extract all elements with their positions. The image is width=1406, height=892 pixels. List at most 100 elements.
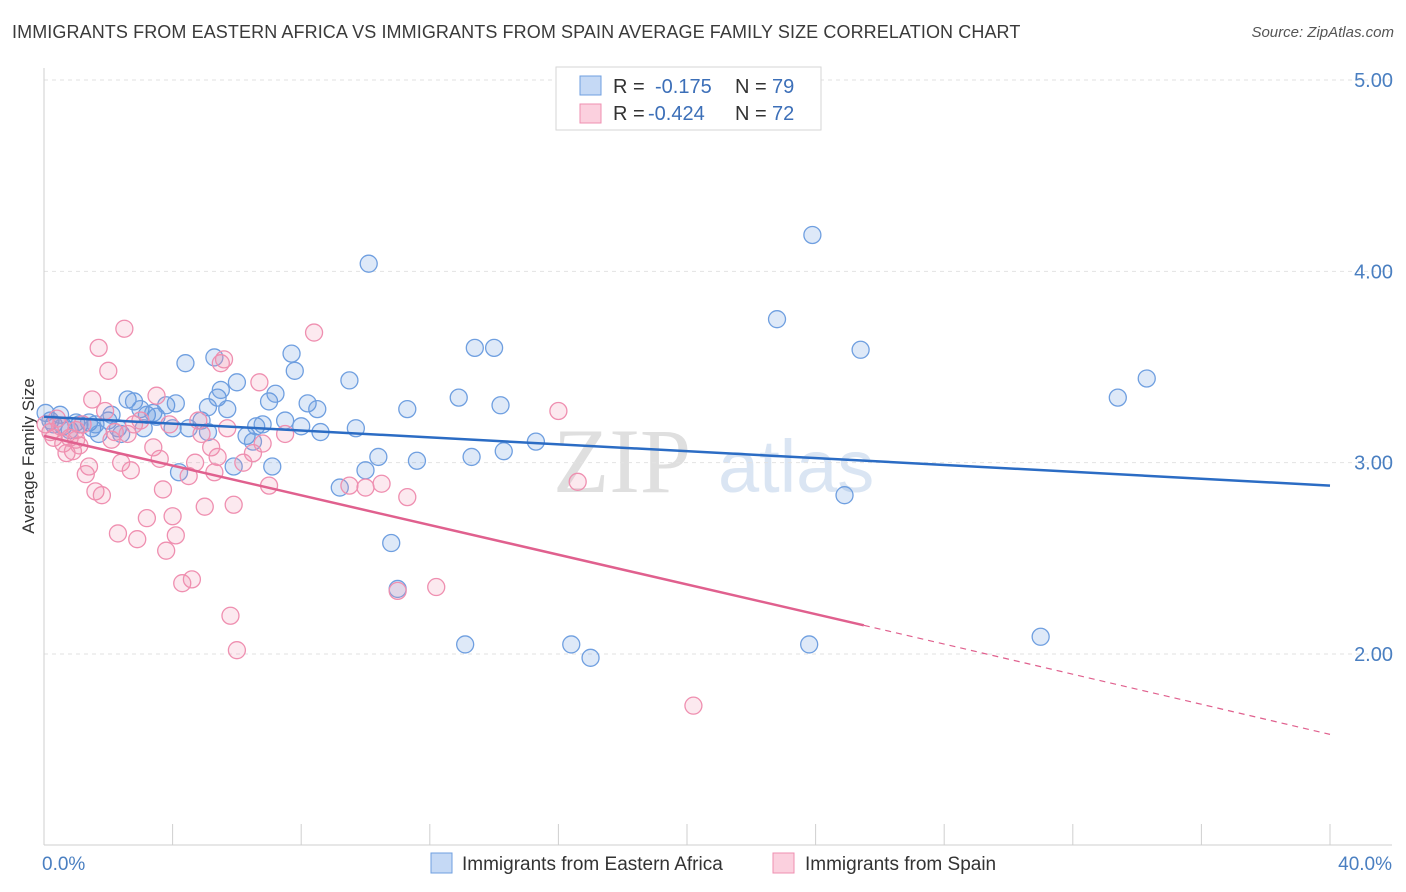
eastern-africa-point <box>398 399 417 419</box>
spain-point <box>205 463 224 482</box>
spain-point <box>195 497 214 516</box>
legend-r-value-1: -0.175 <box>655 76 712 98</box>
trend-line-spain-extension <box>863 624 1331 735</box>
grid-lines <box>44 79 1392 655</box>
eastern-africa-point <box>369 447 388 467</box>
eastern-africa-point <box>835 486 854 505</box>
spain-point <box>99 361 118 380</box>
spain-point <box>147 386 166 405</box>
spain-point <box>95 401 115 421</box>
spain-point <box>224 495 243 514</box>
eastern-africa-point <box>803 225 822 245</box>
eastern-africa-point <box>800 635 819 654</box>
eastern-africa-point <box>253 415 272 434</box>
spain-point <box>227 641 247 660</box>
watermark: ZIP atlas <box>553 410 874 512</box>
spain-point <box>89 338 108 358</box>
eastern-africa-point <box>224 457 243 476</box>
x-tick-label-max: 40.0% <box>1338 854 1392 875</box>
eastern-africa-point <box>1108 388 1127 407</box>
eastern-africa-point <box>211 380 230 400</box>
eastern-africa-point <box>382 533 401 553</box>
y-axis-label: Average Family Size <box>19 378 38 534</box>
spain-point <box>118 424 137 444</box>
eastern-africa-point <box>298 394 317 413</box>
spain-point <box>128 530 147 549</box>
source-credit: Source: ZipAtlas.com <box>1251 24 1394 41</box>
eastern-africa-point <box>176 354 195 373</box>
eastern-africa-point <box>263 457 282 476</box>
bottom-legend-swatch-eastern-africa <box>430 852 453 874</box>
spain-point <box>202 438 221 457</box>
eastern-africa-point <box>1137 369 1156 388</box>
spain-point <box>253 434 272 453</box>
y-tick-label: 2.00 <box>1354 644 1393 666</box>
spain-point <box>115 319 134 338</box>
eastern-africa-point <box>198 398 218 417</box>
spain-point <box>398 487 417 507</box>
spain-point <box>356 478 375 497</box>
legend-n-value-2: 72 <box>772 103 794 125</box>
series-legend: Immigrants from Eastern Africa Immigrant… <box>430 852 996 875</box>
spain-point <box>427 577 446 597</box>
bottom-legend-label-eastern-africa: Immigrants from Eastern Africa <box>462 854 723 875</box>
spain-point <box>340 476 359 495</box>
eastern-africa-point <box>1031 627 1050 646</box>
eastern-africa-point <box>851 340 870 359</box>
eastern-africa-point <box>247 417 266 436</box>
eastern-africa-point <box>112 424 131 444</box>
spain-point <box>182 570 202 589</box>
series-spain-points <box>36 319 703 715</box>
spain-point <box>250 373 269 392</box>
axes <box>43 68 1392 846</box>
legend-r-label-2: R = <box>613 103 645 125</box>
spain-point <box>568 472 587 491</box>
spain-point <box>208 447 227 467</box>
spain-point <box>684 696 703 715</box>
legend-r-value-2: -0.424 <box>648 103 705 125</box>
spain-point <box>108 524 128 543</box>
spain-point <box>275 424 295 444</box>
eastern-africa-point <box>266 384 285 403</box>
trend-line-eastern-africa <box>43 415 1331 487</box>
spain-point <box>163 507 182 526</box>
eastern-africa-point <box>767 310 787 329</box>
trend-lines <box>43 415 1331 735</box>
spain-point <box>218 419 237 438</box>
eastern-africa-point <box>491 396 510 415</box>
spain-point <box>153 480 173 499</box>
eastern-africa-point <box>494 442 513 461</box>
spain-point <box>221 606 240 625</box>
spain-point <box>79 457 99 476</box>
legend-swatch-spain <box>579 103 602 124</box>
eastern-africa-point <box>292 417 311 436</box>
eastern-africa-point <box>285 361 304 380</box>
eastern-africa-point <box>282 344 301 363</box>
y-tick-label: 3.00 <box>1354 453 1393 475</box>
watermark-zip: ZIP <box>553 410 691 512</box>
y-tick-labels: 2.00 3.00 4.00 5.00 <box>1354 70 1393 666</box>
spain-point <box>83 390 102 409</box>
eastern-africa-point <box>166 394 185 413</box>
x-tick-label-min: 0.0% <box>42 854 85 875</box>
eastern-africa-point <box>562 635 581 654</box>
bottom-legend-label-spain: Immigrants from Spain <box>805 854 996 875</box>
legend-n-value-1: 79 <box>772 76 794 98</box>
y-tick-label: 4.00 <box>1354 261 1393 283</box>
legend-n-label-1: N = <box>735 76 767 98</box>
spain-point <box>372 474 391 493</box>
spain-point <box>234 453 253 472</box>
eastern-africa-point <box>449 388 468 407</box>
eastern-africa-point <box>227 373 247 392</box>
spain-point <box>92 486 112 505</box>
eastern-africa-point <box>308 399 327 419</box>
eastern-africa-point <box>340 371 359 390</box>
correlation-legend: R = -0.175 N = 79 R = -0.424 N = 72 <box>555 66 822 131</box>
eastern-africa-point <box>218 399 237 419</box>
chart-title: IMMIGRANTS FROM EASTERN AFRICA VS IMMIGR… <box>12 22 1021 42</box>
eastern-africa-point <box>465 338 484 358</box>
spain-point <box>243 443 263 463</box>
legend-swatch-eastern-africa <box>579 75 602 96</box>
eastern-africa-point <box>356 461 375 480</box>
